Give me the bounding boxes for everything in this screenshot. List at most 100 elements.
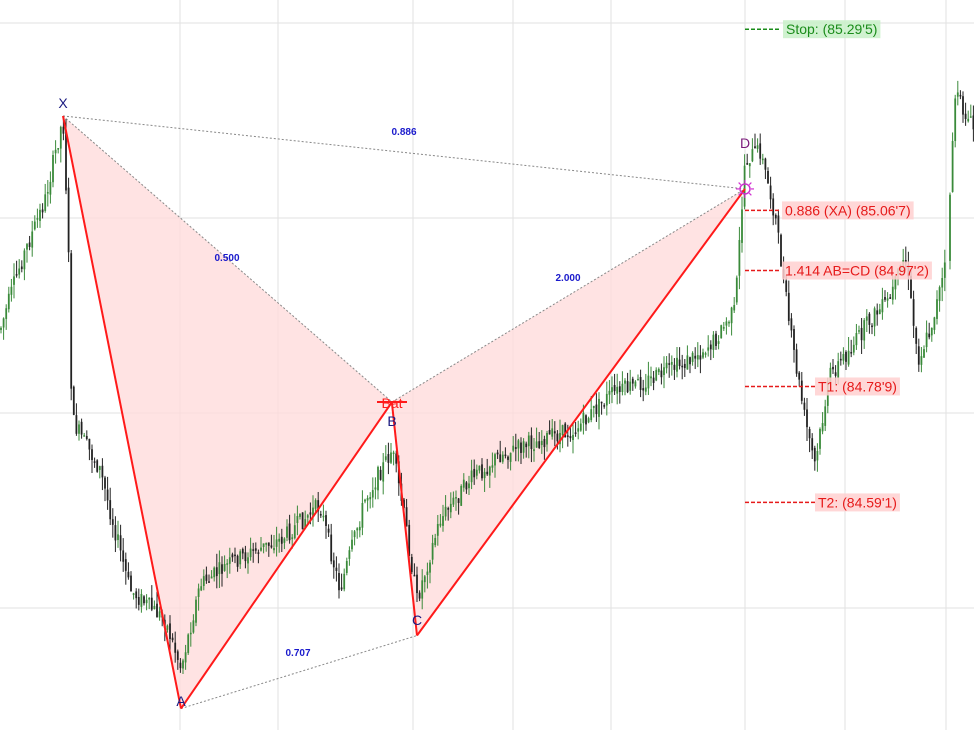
candle-body — [371, 490, 374, 498]
candle-body — [751, 149, 754, 162]
candle-body — [626, 381, 629, 393]
candle-body — [936, 299, 938, 319]
candle-body — [192, 620, 195, 633]
candle-body — [80, 421, 83, 435]
candle-body — [137, 596, 140, 605]
candle-body — [709, 344, 712, 350]
candle-body — [304, 519, 307, 528]
candle-body — [221, 564, 223, 574]
candle-body — [704, 353, 707, 355]
candle-body — [652, 377, 655, 383]
candle-body — [67, 187, 70, 253]
candle-body — [20, 266, 23, 270]
candle-body — [657, 368, 660, 373]
candle-body — [416, 574, 418, 594]
level-label-abcd: 1.414 AB=CD (84.97'2) — [785, 263, 929, 279]
candle-body — [847, 350, 850, 365]
level-label-xa: 0.886 (XA) (85.06'7) — [785, 202, 911, 218]
candle-body — [169, 623, 171, 640]
candle-body — [15, 274, 18, 276]
candle-body — [842, 354, 845, 361]
candle-body — [174, 642, 177, 653]
ratio-label-xd: 0.886 — [391, 127, 416, 138]
ratio-label-bd: 2.000 — [555, 273, 580, 284]
candle-body — [468, 483, 470, 489]
candle-body — [57, 148, 60, 150]
candle-body — [429, 562, 431, 573]
candle-body — [507, 456, 509, 460]
candle-body — [114, 525, 117, 541]
candle-body — [837, 361, 840, 378]
candle-body — [522, 441, 525, 453]
candle-body — [143, 596, 145, 604]
candle-body — [865, 316, 868, 321]
candle-body — [756, 145, 759, 149]
candle-body — [236, 555, 239, 567]
candle-body — [548, 430, 551, 435]
candle-body — [954, 98, 957, 141]
candle-body — [551, 428, 554, 437]
candle-body — [598, 398, 600, 417]
candle-body — [299, 513, 301, 517]
candle-body — [616, 386, 619, 394]
candle-body — [686, 355, 689, 370]
candle-body — [403, 499, 405, 508]
candle-body — [75, 415, 78, 434]
candle-body — [556, 433, 559, 442]
candle-body — [566, 435, 569, 437]
candle-body — [611, 387, 613, 393]
candle-body — [670, 361, 673, 365]
candle-body — [249, 548, 252, 558]
candle-body — [28, 242, 31, 247]
candle-body — [728, 321, 730, 324]
candle-body — [52, 154, 54, 183]
candle-body — [780, 234, 782, 267]
point-label-c: C — [412, 612, 422, 628]
candle-body — [421, 580, 424, 599]
candle-body — [200, 586, 203, 591]
candle-body — [31, 231, 34, 248]
candle-body — [754, 146, 756, 149]
candle-body — [26, 244, 28, 250]
candle-body — [314, 500, 317, 509]
candle-body — [252, 549, 255, 551]
candle-body — [340, 587, 343, 590]
candle-body — [582, 412, 585, 424]
candle-body — [525, 443, 528, 448]
candle-body — [592, 405, 595, 408]
candle-body — [265, 542, 268, 545]
candle-body — [585, 415, 587, 425]
candle-body — [228, 557, 231, 564]
candle-body — [868, 313, 871, 325]
candle-body — [358, 526, 361, 531]
candle-body — [904, 260, 907, 263]
candle-body — [98, 466, 101, 470]
candle-body — [608, 390, 611, 395]
candle-body — [499, 454, 502, 463]
candle-body — [967, 118, 970, 122]
candle-body — [678, 359, 681, 367]
candle-body — [624, 380, 626, 384]
candle-body — [330, 534, 333, 562]
candle-body — [858, 330, 860, 332]
candle-body — [410, 556, 413, 573]
candle-body — [587, 418, 590, 423]
candle-body — [483, 471, 486, 479]
candle-body — [62, 126, 65, 134]
pattern-name-label: Bat — [381, 395, 402, 411]
candle-body — [949, 194, 951, 261]
candle-body — [309, 512, 312, 515]
candle-body — [517, 440, 520, 449]
candle-body — [850, 352, 853, 354]
candle-body — [109, 500, 112, 520]
candle-body — [943, 262, 946, 278]
ratio-label-ac: 0.707 — [285, 648, 310, 659]
candle-body — [839, 358, 842, 361]
candle-body — [673, 364, 676, 370]
candle-body — [36, 218, 39, 220]
candle-body — [184, 652, 187, 663]
candle-body — [457, 498, 460, 503]
candle-body — [481, 464, 483, 479]
candle-body — [70, 253, 73, 389]
candle-body — [631, 378, 634, 384]
